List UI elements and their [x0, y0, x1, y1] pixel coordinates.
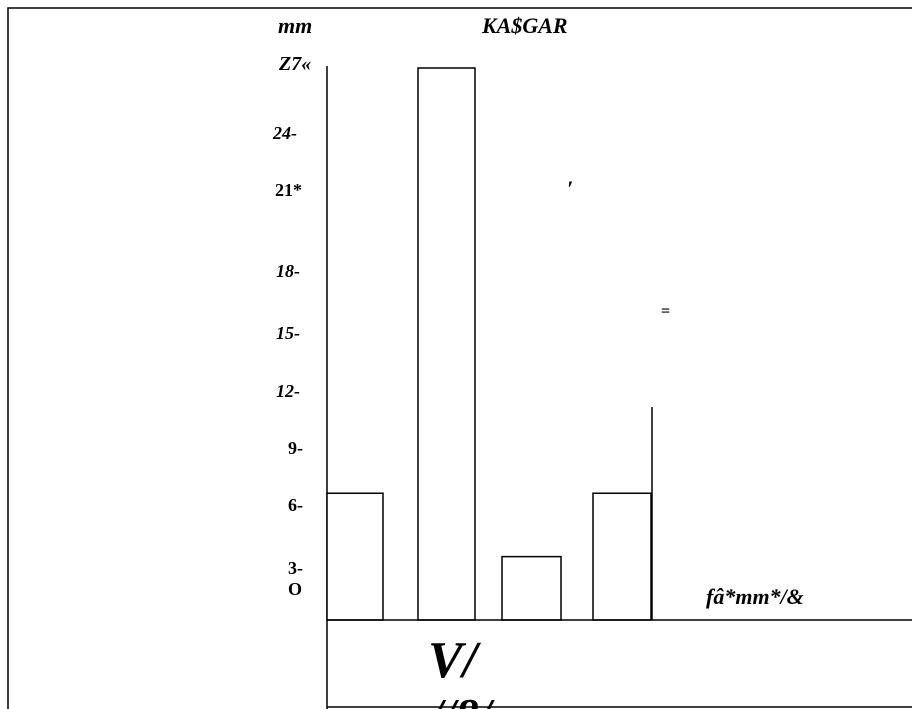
y-tick-label: 18-	[276, 261, 300, 281]
y-tick-label: 3-	[288, 558, 303, 578]
outer-border	[7, 7, 912, 709]
bottom-mark: //8/	[427, 689, 496, 709]
y-tick-label: Z7«	[278, 53, 311, 75]
annotation-text: fâ*mm*/&	[706, 584, 804, 609]
y-tick-label: O	[288, 579, 302, 599]
y-tick-label: 9-	[288, 438, 303, 458]
y-axis-unit: mm	[278, 13, 312, 38]
chart-title: KA$GAR	[481, 13, 568, 38]
stray-mark: ′	[567, 176, 573, 201]
y-tick-label: 12-	[276, 381, 300, 401]
bar	[501, 555, 562, 621]
y-tick-label: 15-	[276, 323, 300, 343]
bottom-mark: V/	[428, 632, 482, 689]
bar	[326, 492, 384, 621]
bar	[592, 492, 652, 621]
y-tick-label: 24-	[272, 123, 297, 143]
stray-mark: =	[661, 303, 670, 320]
bar	[417, 67, 476, 621]
y-tick-label: 6-	[288, 495, 303, 515]
y-tick-label: 21*	[275, 180, 302, 200]
